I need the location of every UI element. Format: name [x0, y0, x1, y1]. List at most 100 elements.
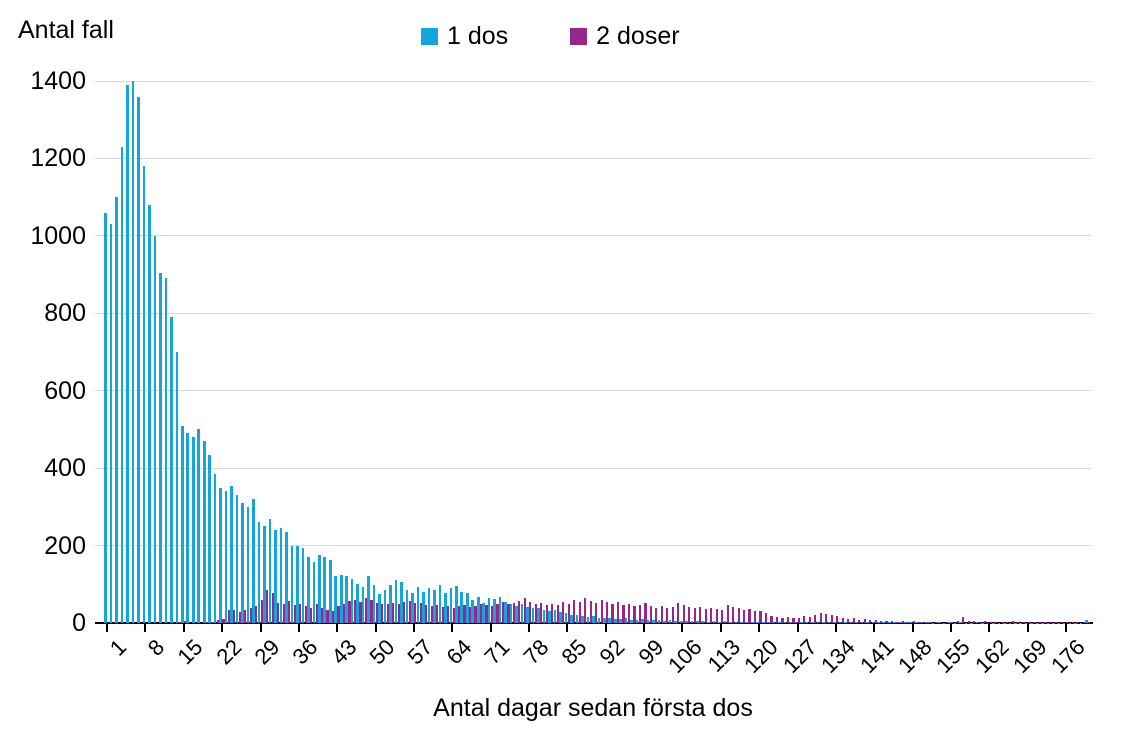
bar-2-doser: [978, 621, 981, 623]
bar-1-dos: [120, 146, 124, 623]
bar-2-doser: [666, 608, 669, 623]
bar-2-doser: [315, 604, 318, 623]
bar-2-doser: [989, 621, 992, 623]
bar-1-dos: [844, 622, 847, 623]
bar-1-dos: [339, 575, 343, 623]
bar-1-dos: [219, 487, 222, 623]
bar-1-dos: [904, 622, 907, 623]
bar-2-doser: [414, 602, 417, 623]
bar-1-dos: [394, 580, 398, 623]
x-tick: [796, 623, 799, 632]
bar-1-dos: [767, 621, 770, 623]
bar-1-dos: [378, 594, 381, 623]
x-tick-label: 64: [441, 634, 477, 670]
bar-1-dos: [745, 621, 749, 623]
bar-2-doser: [578, 601, 581, 623]
bar-2-doser: [512, 602, 515, 623]
x-tick-label: 50: [364, 634, 400, 670]
bar-2-doser: [479, 603, 483, 623]
x-tick: [643, 623, 646, 632]
bar-1-dos: [301, 547, 305, 623]
bar-1-dos: [526, 606, 529, 623]
bar-2-doser: [288, 600, 291, 623]
bar-1-dos: [180, 425, 184, 623]
bar-1-dos: [438, 585, 442, 623]
bar-1-dos: [444, 593, 447, 623]
bar-1-dos: [109, 224, 113, 623]
bar-1-dos: [1085, 619, 1088, 623]
x-tick-label: 99: [633, 634, 669, 670]
bar-1-dos: [137, 96, 140, 623]
bar-2-doser: [205, 622, 209, 623]
bar-1-dos: [465, 593, 469, 623]
bar-2-doser: [408, 600, 411, 623]
x-tick-label: 8: [143, 634, 170, 661]
bar-2-doser: [1027, 621, 1031, 623]
bar-1-dos: [783, 621, 787, 623]
bar-2-doser: [627, 603, 631, 623]
bar-1-dos: [312, 561, 316, 623]
bar-1-dos: [789, 621, 792, 623]
bar-2-doser: [293, 604, 296, 623]
x-tick: [758, 623, 761, 632]
bar-2-doser: [890, 620, 894, 623]
bar-2-doser: [710, 607, 713, 623]
bar-2-doser: [304, 606, 307, 623]
x-tick-label: 78: [517, 634, 553, 670]
bar-2-doser: [918, 621, 921, 623]
y-tick-label: 1400: [30, 67, 86, 95]
bar-2-doser: [907, 621, 910, 623]
bar-2-doser: [819, 612, 822, 623]
bar-1-dos: [148, 204, 151, 623]
bar-2-doser: [1011, 621, 1014, 623]
bar-2-doser: [1082, 621, 1085, 623]
bar-1-dos: [334, 576, 338, 623]
bar-1-dos: [761, 621, 765, 623]
bar-2-doser: [1049, 622, 1053, 623]
bar-1-dos: [213, 474, 217, 623]
bar-1-dos: [509, 603, 513, 623]
bar-2-doser: [605, 601, 609, 623]
bar-1-dos: [575, 614, 579, 623]
bar-2-doser: [458, 606, 461, 623]
bar-2-doser: [1017, 621, 1020, 623]
bar-1-dos: [542, 609, 546, 623]
bar-2-doser: [271, 593, 274, 623]
x-tick: [988, 623, 991, 632]
bar-1-dos: [657, 619, 661, 623]
bar-2-doser: [885, 621, 888, 623]
x-tick: [911, 623, 914, 632]
bar-2-doser: [984, 621, 987, 623]
bar-1-dos: [877, 622, 880, 623]
bar-2-doser: [545, 604, 548, 623]
bar-2-doser: [584, 598, 587, 623]
bar-1-dos: [411, 593, 414, 623]
bar-2-doser: [847, 619, 850, 623]
bar-1-dos: [734, 621, 738, 623]
legend-swatch-1-dos-icon: [421, 28, 438, 45]
bar-2-doser: [1033, 622, 1036, 623]
bar-1-dos: [898, 622, 902, 623]
bar-1-dos: [701, 621, 705, 623]
bar-1-dos: [548, 611, 551, 623]
x-tick-label: 127: [777, 634, 822, 678]
bar-1-dos: [882, 622, 886, 623]
bar-2-doser: [364, 598, 368, 623]
bar-1-dos: [570, 615, 573, 623]
bar-1-dos: [520, 604, 524, 623]
bar-2-doser: [474, 605, 477, 623]
bar-1-dos: [268, 518, 272, 623]
bar-1-dos: [279, 528, 283, 623]
bar-1-dos: [361, 586, 365, 623]
bar-1-dos: [816, 621, 820, 623]
bar-1-dos: [750, 621, 754, 623]
bar-2-doser: [797, 617, 800, 623]
bar-2-doser: [677, 603, 680, 623]
y-tick-label: 1000: [30, 221, 86, 250]
bar-2-doser: [633, 606, 636, 623]
bar-2-doser: [326, 609, 329, 623]
bar-2-doser: [622, 604, 625, 623]
y-tick-label: 200: [44, 531, 86, 560]
x-tick: [1026, 623, 1029, 632]
bar-1-dos: [235, 495, 239, 623]
